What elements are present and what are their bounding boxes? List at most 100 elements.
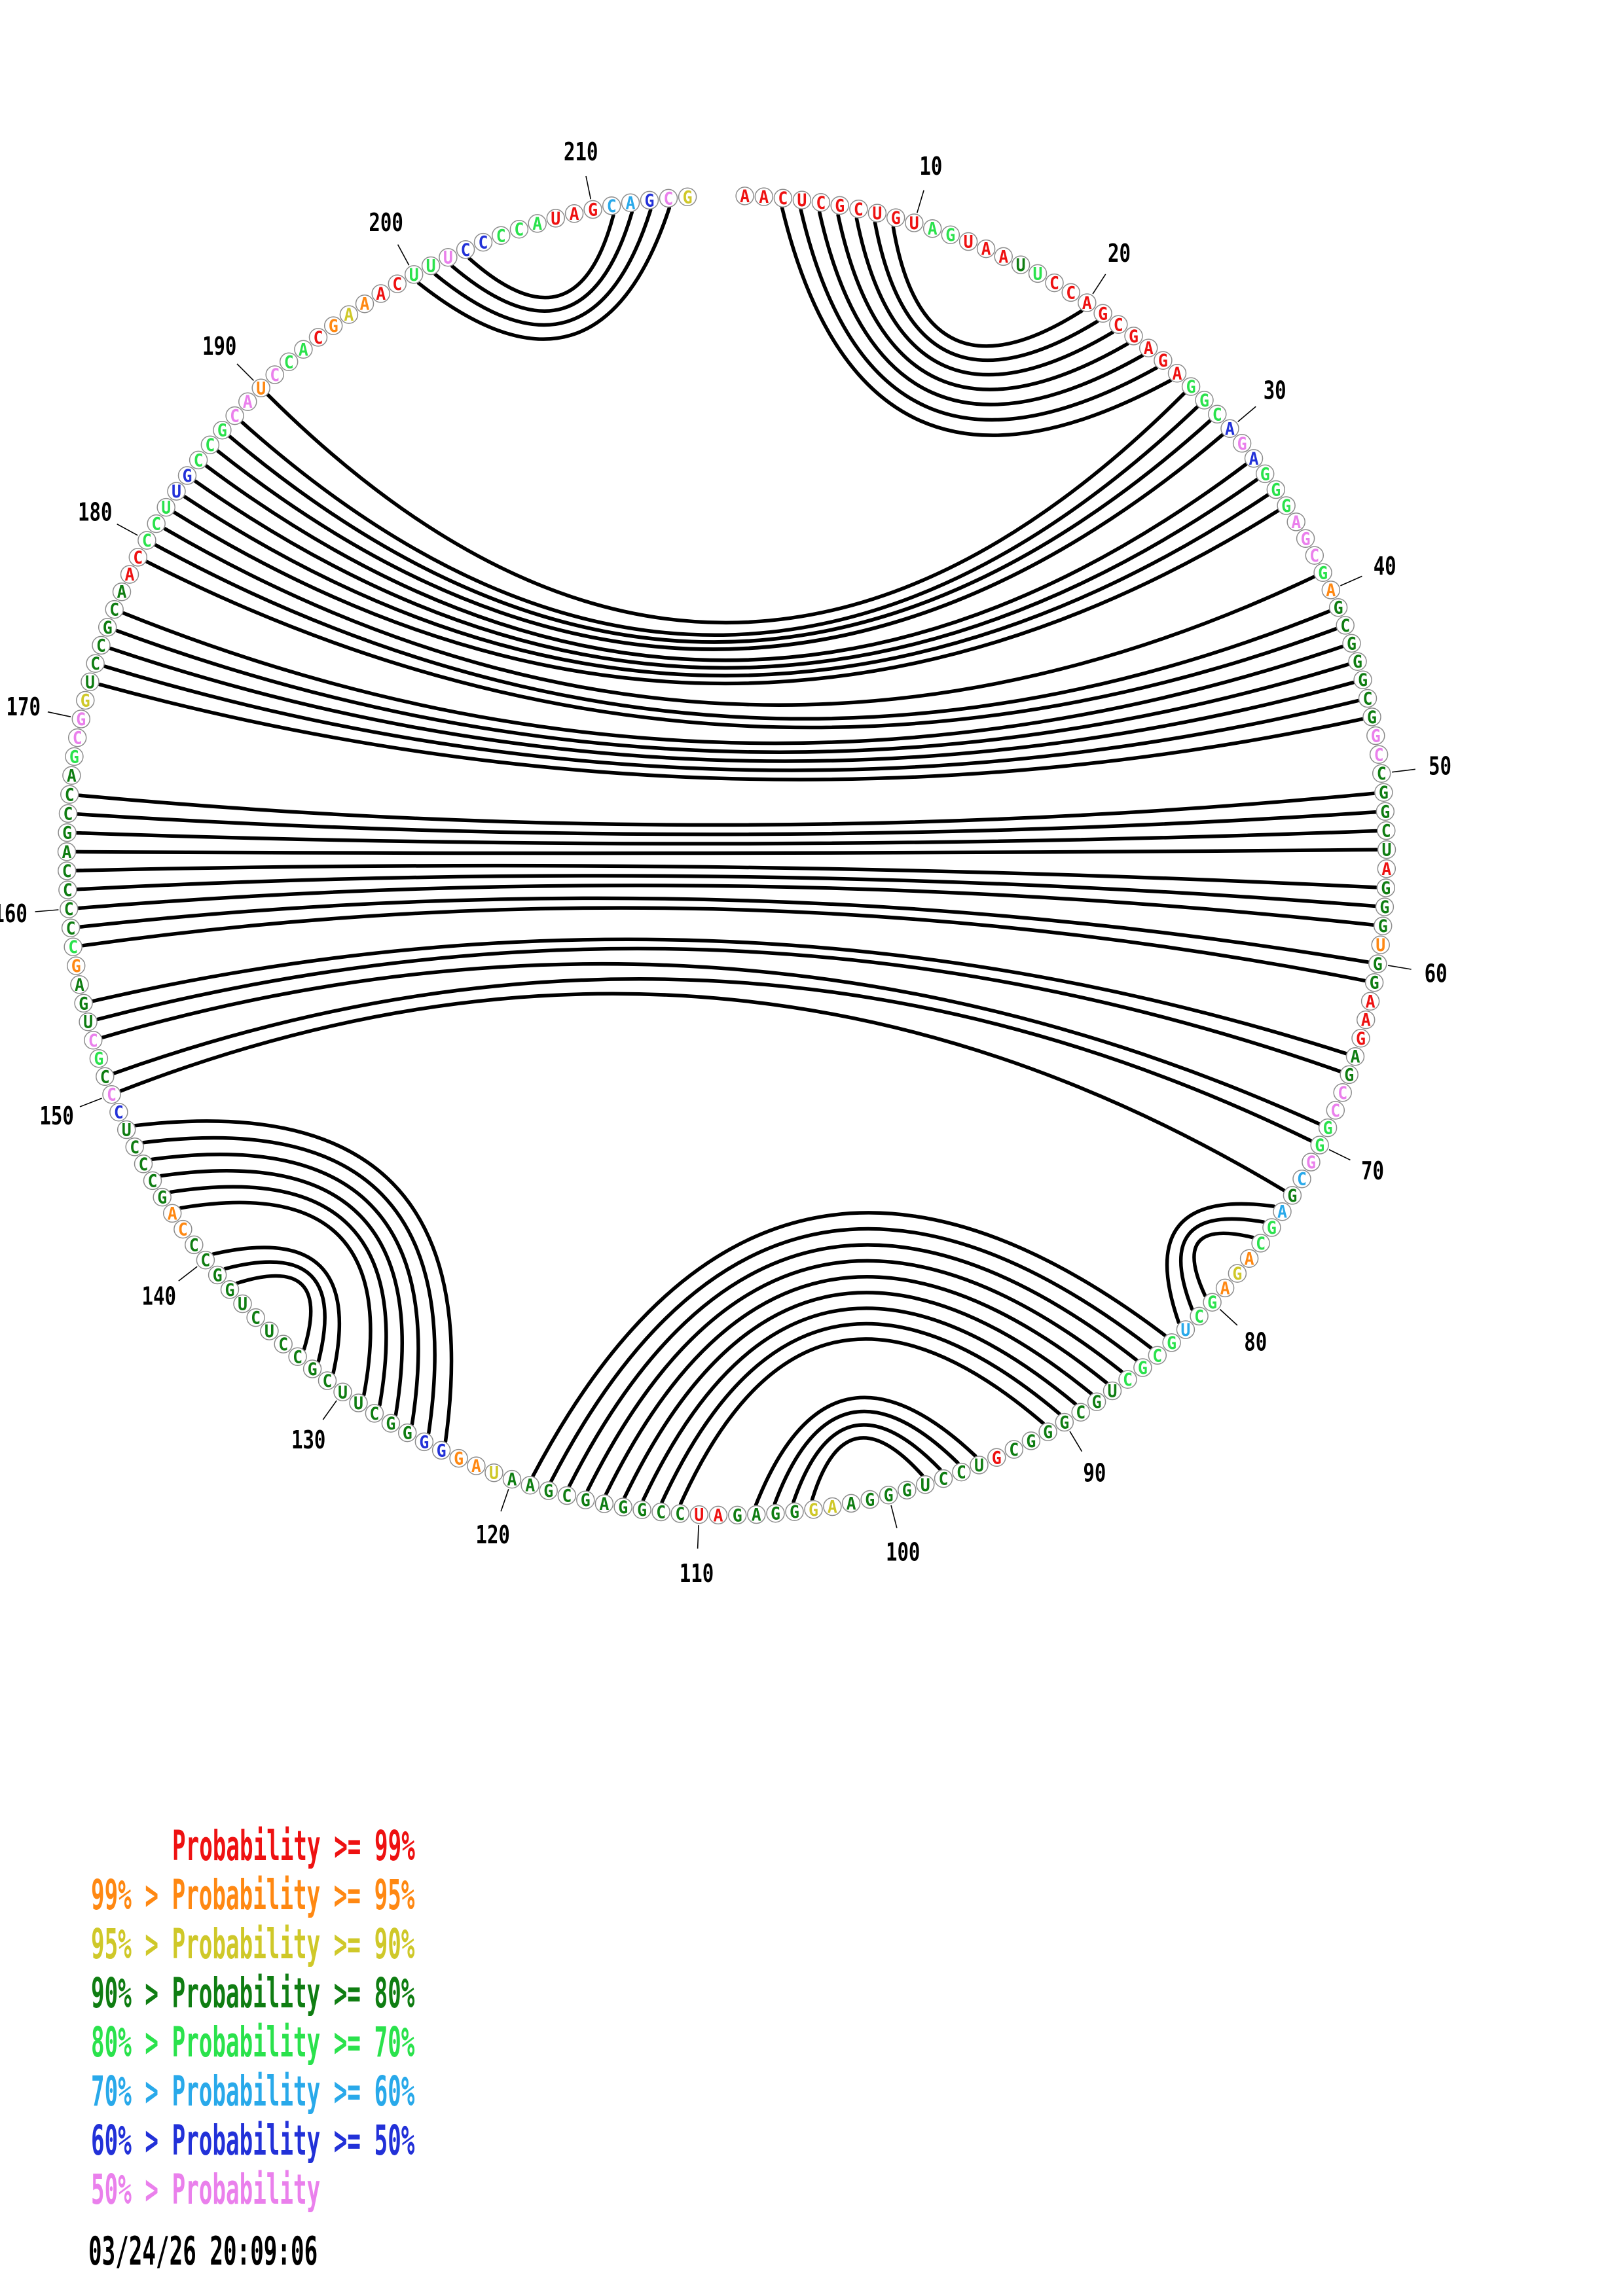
svg-text:C: C [939, 1469, 949, 1490]
svg-text:U: U [921, 1475, 930, 1496]
nucleotide-154: U [79, 1013, 98, 1033]
nucleotide-74: A [1273, 1202, 1292, 1223]
svg-text:C: C [63, 880, 73, 901]
svg-text:C: C [133, 548, 143, 568]
position-label-140: 140 [142, 1282, 177, 1310]
nucleotide-52: G [1376, 802, 1395, 822]
nucleotide-192: C [279, 352, 299, 372]
pair-arc-41-180 [153, 543, 1331, 721]
svg-text:U: U [172, 482, 181, 502]
nucleotide-29: C [1208, 404, 1227, 425]
svg-text:U: U [264, 1321, 274, 1342]
pair-arc-60-159 [79, 896, 1370, 964]
pair-arc-75-81 [1178, 1217, 1266, 1312]
pair-arc-201-213 [433, 208, 653, 327]
nucleotide-203: C [456, 240, 475, 260]
label-leader-100 [890, 1505, 898, 1528]
nucleotide-35: G [1277, 496, 1296, 516]
nucleotide-38: C [1305, 546, 1324, 566]
timestamp: 03/24/26 20:09:06 [88, 2229, 318, 2274]
svg-text:A: A [1366, 992, 1376, 1012]
svg-text:G: G [403, 1424, 412, 1444]
svg-text:G: G [1043, 1422, 1053, 1443]
nucleotide-84: C [1148, 1346, 1167, 1366]
pair-arc-8-21 [873, 221, 1099, 363]
svg-text:U: U [551, 209, 560, 229]
nucleotide-78: G [1228, 1264, 1247, 1284]
nucleotide-182: U [156, 498, 175, 518]
svg-text:C: C [293, 1347, 302, 1367]
nucleotide-36: A [1286, 512, 1305, 533]
svg-text:A: A [1225, 419, 1235, 439]
label-leader-30 [1237, 406, 1256, 423]
svg-text:C: C [284, 352, 294, 372]
pair-arc-89-113 [641, 1306, 1078, 1502]
pair-arc-202-212 [450, 210, 634, 313]
nucleotide-28: G [1195, 391, 1214, 411]
svg-text:C: C [314, 328, 323, 348]
svg-text:C: C [151, 514, 161, 535]
svg-text:C: C [139, 1155, 149, 1175]
nucleotide-167: A [62, 766, 81, 786]
nucleotide-123: G [449, 1449, 468, 1469]
nucleotide-107: A [747, 1505, 766, 1526]
nucleotide-77: A [1239, 1249, 1259, 1269]
svg-text:G: G [225, 1280, 235, 1300]
svg-text:G: G [683, 187, 693, 207]
svg-text:G: G [1323, 1119, 1333, 1139]
svg-text:C: C [66, 918, 76, 939]
nucleotide-148: U [117, 1121, 136, 1141]
nucleotide-163: A [57, 842, 77, 863]
svg-text:A: A [1361, 1011, 1371, 1031]
nucleotide-97: C [934, 1469, 953, 1490]
nucleotide-157: G [66, 956, 86, 977]
svg-text:G: G [790, 1502, 799, 1522]
svg-text:C: C [1114, 315, 1123, 335]
svg-text:G: G [217, 421, 227, 441]
svg-text:G: G [1380, 802, 1390, 822]
nucleotide-215: G [678, 187, 697, 207]
nucleotide-201: U [421, 257, 441, 277]
nucleotide-111: C [670, 1504, 689, 1524]
nucleotide-39: G [1313, 563, 1332, 583]
svg-text:A: A [1082, 293, 1092, 314]
svg-text:A: A [1351, 1047, 1360, 1067]
nucleotide-198: A [371, 284, 390, 304]
nucleotide-129: U [349, 1393, 368, 1414]
nucleotide-98: U [916, 1475, 935, 1496]
svg-text:G: G [386, 1414, 395, 1434]
svg-text:G: G [94, 1049, 103, 1069]
svg-text:C: C [178, 1220, 188, 1240]
svg-text:C: C [73, 728, 82, 749]
svg-text:A: A [67, 766, 77, 786]
nucleotide-142: C [173, 1220, 192, 1240]
pair-arc-46-173 [103, 664, 1360, 772]
svg-text:U: U [872, 204, 882, 224]
nucleotide-57: G [1375, 897, 1395, 918]
pair-arc-53-164 [75, 829, 1379, 846]
svg-text:A: A [626, 193, 636, 213]
nucleotide-162: C [58, 861, 77, 882]
svg-text:G: G [865, 1490, 875, 1511]
svg-text:C: C [1194, 1306, 1204, 1327]
svg-text:A: A [299, 340, 308, 360]
nucleotide-210: G [583, 200, 602, 221]
pair-arc-35-182 [172, 509, 1280, 686]
svg-text:C: C [64, 899, 74, 920]
label-leader-50 [1392, 768, 1415, 773]
nucleotide-34: G [1266, 480, 1286, 501]
legend-row-7: 60% > Probability >= 50% [91, 2117, 414, 2164]
nucleotide-61: G [1364, 973, 1384, 994]
svg-text:A: A [752, 1505, 761, 1526]
nucleotide-11: A [922, 219, 942, 240]
label-leader-190 [236, 363, 254, 381]
svg-text:G: G [437, 1441, 447, 1461]
svg-text:G: G [1207, 1293, 1217, 1313]
nucleotide-181: C [147, 514, 166, 535]
nucleotide-177: A [112, 583, 132, 603]
svg-text:G: G [771, 1504, 780, 1524]
svg-text:C: C [1363, 689, 1373, 709]
svg-text:U: U [694, 1505, 704, 1526]
svg-text:C: C [96, 636, 106, 656]
svg-text:C: C [479, 233, 488, 253]
